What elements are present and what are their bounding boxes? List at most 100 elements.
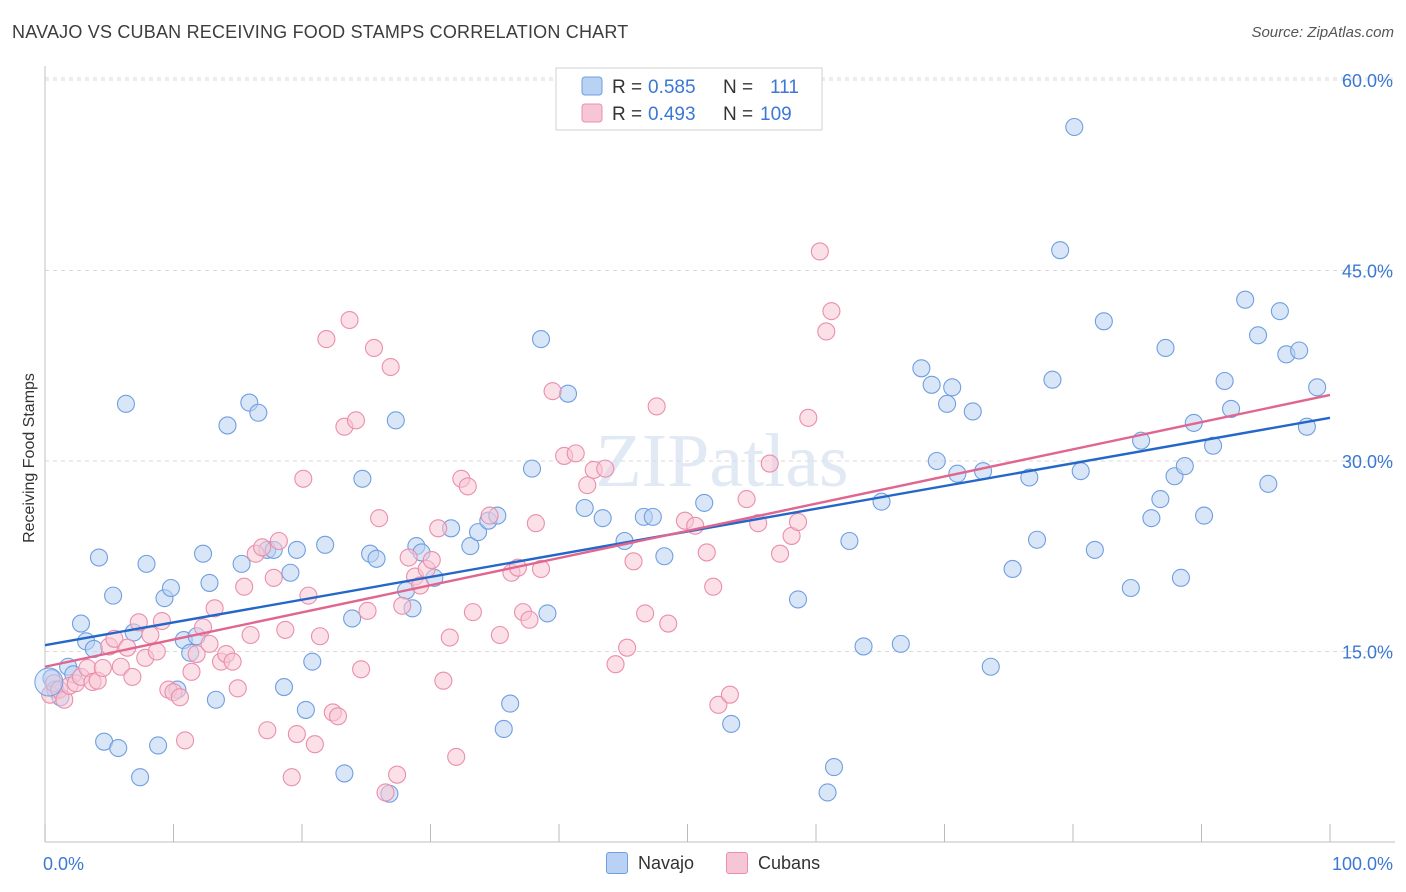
tick-labels: 15.0% 30.0% 45.0% 60.0% 0.0% 100.0% <box>43 71 1393 874</box>
legend-n-value-cubans: 109 <box>760 104 792 125</box>
point-navajo-80 <box>943 378 962 397</box>
legend-r-value-cubans: 0.493 <box>648 104 696 125</box>
trend-line-cubans <box>44 393 1331 668</box>
point-cubans-52 <box>340 310 359 330</box>
point-navajo-36 <box>303 652 322 671</box>
point-cubans-55 <box>358 601 377 620</box>
point-navajo-5 <box>71 614 91 633</box>
point-cubans-10 <box>93 658 112 678</box>
point-navajo-26 <box>218 416 237 435</box>
point-navajo-65 <box>643 507 662 526</box>
point-cubans-61 <box>393 596 412 615</box>
point-navajo-11 <box>109 738 128 758</box>
point-cubans-91 <box>636 604 655 623</box>
point-cubans-109 <box>822 302 841 321</box>
y-tick-label-3: 60.0% <box>1342 71 1393 91</box>
point-cubans-33 <box>228 679 247 698</box>
point-navajo-106 <box>1222 399 1241 418</box>
legend-item-navajo[interactable]: Navajo <box>606 852 694 874</box>
point-cubans-20 <box>152 611 171 631</box>
point-navajo-93 <box>1094 312 1113 331</box>
point-cubans-42 <box>282 768 301 787</box>
svg-text:R = 0.585 N =: R = 0.585 N = 111 R = 0.493 N = 109 <box>612 77 804 125</box>
point-cubans-35 <box>241 625 260 645</box>
point-navajo-87 <box>1027 530 1047 549</box>
legend-swatch-cubans <box>581 103 603 123</box>
point-navajo-10 <box>104 586 123 605</box>
legend-r-value-navajo: 0.585 <box>648 77 696 98</box>
point-navajo-79 <box>938 394 957 413</box>
point-navajo-58 <box>531 330 551 349</box>
point-navajo-76 <box>912 359 931 378</box>
point-navajo-37 <box>316 535 335 554</box>
point-cubans-89 <box>618 638 637 657</box>
point-navajo-23 <box>194 544 213 563</box>
point-cubans-79 <box>520 610 539 629</box>
trend-lines <box>44 393 1331 668</box>
point-cubans-25 <box>182 662 201 681</box>
legend-item-cubans[interactable]: Cubans <box>726 852 820 874</box>
point-cubans-68 <box>434 671 453 690</box>
point-cubans-87 <box>596 459 615 478</box>
point-navajo-57 <box>522 459 542 478</box>
point-navajo-39 <box>343 609 362 628</box>
point-cubans-99 <box>720 685 739 704</box>
point-cubans-34 <box>235 577 254 596</box>
point-cubans-28 <box>200 634 219 653</box>
point-navajo-55 <box>494 719 513 739</box>
cubans-swatch <box>726 852 749 874</box>
point-navajo-14 <box>131 768 150 787</box>
point-cubans-66 <box>422 551 441 570</box>
point-cubans-102 <box>760 454 779 473</box>
point-cubans-85 <box>578 476 597 495</box>
point-navajo-94 <box>1121 578 1140 598</box>
point-navajo-78 <box>927 451 946 471</box>
point-cubans-24 <box>176 731 195 750</box>
watermark: ZIPatlas <box>595 419 848 503</box>
point-navajo-96 <box>1142 509 1161 528</box>
navajo-swatch <box>606 852 628 874</box>
legend-n-label-cubans: N = <box>723 104 753 125</box>
point-cubans-82 <box>543 382 562 401</box>
source-label: Source: ZipAtlas.com <box>1251 24 1394 41</box>
series-legend: Navajo Cubans <box>606 852 852 874</box>
point-cubans-93 <box>659 614 678 633</box>
point-navajo-88 <box>1043 370 1062 389</box>
point-navajo-100 <box>1171 568 1190 587</box>
point-cubans-69 <box>440 628 459 647</box>
point-navajo-12 <box>116 394 136 413</box>
point-navajo-16 <box>149 736 168 755</box>
point-cubans-84 <box>566 444 585 463</box>
point-navajo-82 <box>963 402 982 421</box>
point-navajo-42 <box>367 549 386 568</box>
point-cubans-74 <box>480 506 499 525</box>
point-cubans-26 <box>187 644 206 664</box>
point-navajo-56 <box>501 694 520 713</box>
point-navajo-91 <box>1071 462 1090 481</box>
point-cubans-56 <box>364 338 384 358</box>
point-cubans-100 <box>737 490 756 509</box>
point-cubans-32 <box>223 652 242 671</box>
point-cubans-75 <box>490 625 509 645</box>
point-cubans-39 <box>264 568 283 587</box>
point-navajo-27 <box>232 554 251 573</box>
point-navajo-38 <box>335 764 354 783</box>
point-cubans-16 <box>129 613 148 632</box>
point-navajo-84 <box>981 657 1000 676</box>
legend-label-cubans: Cubans <box>758 852 821 873</box>
point-navajo-68 <box>722 714 741 733</box>
point-navajo-67 <box>695 493 714 512</box>
point-cubans-57 <box>370 509 389 528</box>
data-points <box>34 117 1327 803</box>
point-cubans-70 <box>447 747 466 766</box>
x-tick-label-max: 100.0% <box>1332 854 1393 874</box>
point-navajo-109 <box>1259 474 1278 493</box>
point-navajo-51 <box>461 537 480 556</box>
point-cubans-38 <box>258 721 277 740</box>
point-navajo-71 <box>824 758 844 777</box>
point-navajo-97 <box>1151 490 1170 509</box>
point-navajo-66 <box>655 547 674 566</box>
point-navajo-34 <box>287 540 306 559</box>
point-cubans-103 <box>770 544 790 563</box>
point-cubans-107 <box>810 242 829 261</box>
